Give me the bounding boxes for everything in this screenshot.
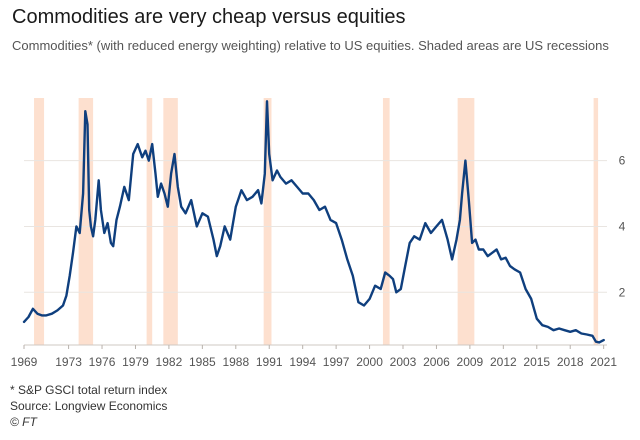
x-tick-label: 2021 [590, 355, 617, 369]
y-tick-label: 6 [619, 154, 626, 168]
y-tick-label: 4 [619, 219, 626, 233]
recession-band [78, 98, 94, 345]
x-tick-label: 1994 [289, 355, 316, 369]
x-tick-label: 1969 [11, 355, 38, 369]
recession-band [163, 98, 178, 345]
x-tick-label: 1979 [122, 355, 149, 369]
y-tick-label: 2 [619, 285, 626, 299]
x-tick-label: 1988 [222, 355, 249, 369]
x-tick-label: 1985 [189, 355, 216, 369]
line-chart: 2 4 6 1969 1973 1976 1979 1982 1985 1988 1991 1994 1… [11, 98, 626, 369]
ft-credit: © FT [10, 415, 37, 429]
x-tick-label: 2015 [523, 355, 550, 369]
recession-band [382, 98, 390, 345]
x-tick-label: 1976 [89, 355, 116, 369]
recession-band [457, 98, 475, 345]
x-tick-label: 1991 [256, 355, 283, 369]
x-tick-label: 1973 [55, 355, 82, 369]
chart-title: Commodities are very cheap versus equiti… [12, 6, 406, 28]
x-tick-label: 2009 [457, 355, 484, 369]
x-tick-label: 2018 [557, 355, 584, 369]
chart-subtitle: Commodities* (with reduced energy weight… [12, 38, 609, 53]
footnote: * S&P GSCI total return index [10, 383, 168, 397]
x-tick-label: 2006 [423, 355, 450, 369]
recession-band [34, 98, 45, 345]
x-tick-label: 1997 [323, 355, 350, 369]
recession-band [593, 98, 599, 345]
x-tick-label: 2003 [390, 355, 417, 369]
source-note: Source: Longview Economics [10, 399, 168, 413]
series-line [22, 100, 605, 344]
chart-footer: * S&P GSCI total return index Source: Lo… [10, 382, 167, 430]
x-tick-label: 2000 [356, 355, 383, 369]
x-tick-label: 2012 [490, 355, 517, 369]
recession-band [263, 98, 272, 345]
x-tick-label: 1982 [156, 355, 183, 369]
recession-band [146, 98, 153, 345]
